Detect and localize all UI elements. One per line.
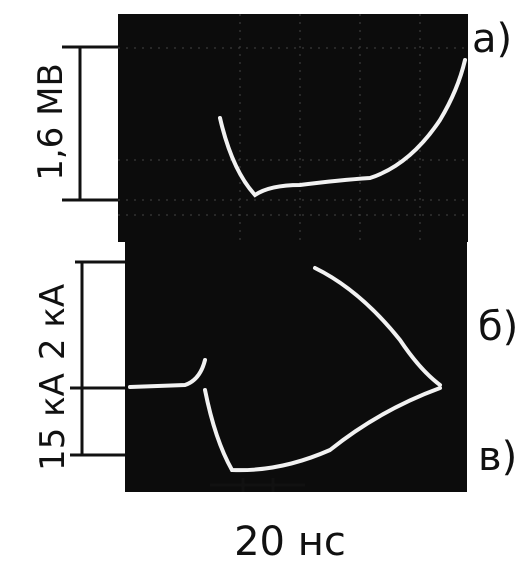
scale-label: 1,6 МВ — [31, 63, 71, 181]
scale-label: 2 кА — [33, 284, 73, 360]
scope-panel-bottom — [125, 240, 467, 492]
panel-label: б) — [478, 304, 518, 350]
scale-label: 20 нс — [234, 519, 346, 565]
scale-label: 15 кА — [33, 373, 73, 471]
panel-label: а) — [472, 16, 512, 62]
panel-label: в) — [478, 434, 517, 480]
figure: а) б) в) 1,6 МВ 2 кА 15 кА 20 нс — [0, 0, 523, 570]
